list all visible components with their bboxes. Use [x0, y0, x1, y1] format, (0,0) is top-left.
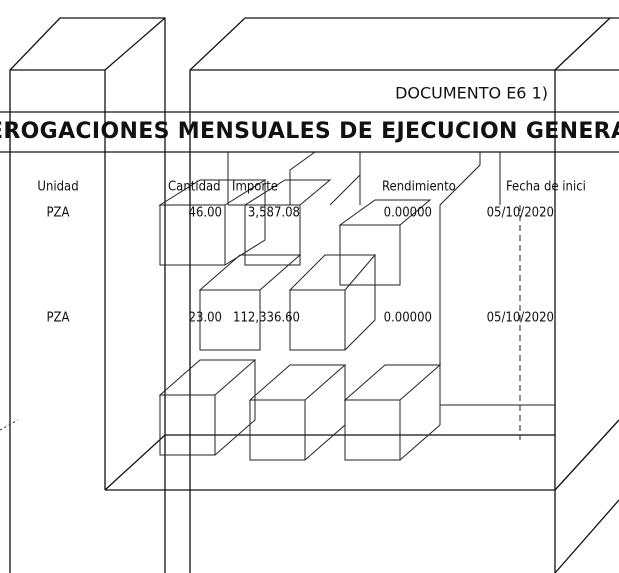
- table: Unidad Cantidad Importe Rendimiento Fecha de…: [37, 180, 586, 326]
- column-header: Fecha de inici: [506, 180, 586, 195]
- table-cell: PZA: [46, 311, 69, 326]
- column-header: Importe: [232, 180, 278, 195]
- table-cell: 112,336.60: [233, 311, 300, 326]
- document-title: EROGACIONES MENSUALES DE EJECUCION GENER…: [0, 119, 619, 144]
- column-header: Cantidad: [168, 180, 221, 195]
- table-cell: 23.00: [189, 311, 222, 326]
- column-header: Rendimiento: [382, 180, 456, 195]
- table-cell: 0.00000: [384, 311, 432, 326]
- table-cell: 46.00: [189, 206, 222, 221]
- document-number: DOCUMENTO E6 1): [395, 84, 548, 103]
- table-cell: PZA: [46, 206, 69, 221]
- table-cell: 3,587.08: [248, 206, 300, 221]
- table-cell: 05/10/2020: [487, 311, 554, 326]
- column-header: Unidad: [37, 180, 78, 195]
- line-art: [0, 17, 619, 573]
- table-cell: 0.00000: [384, 206, 432, 221]
- table-cell: 05/10/2020: [487, 206, 554, 221]
